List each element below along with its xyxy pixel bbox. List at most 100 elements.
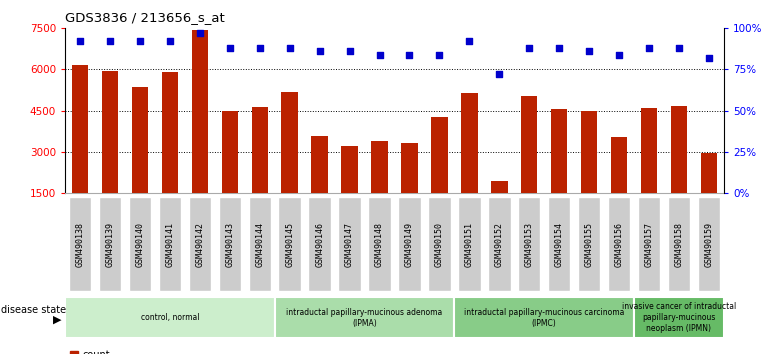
FancyBboxPatch shape [668, 197, 690, 291]
Bar [221, 111, 238, 193]
Bar [611, 137, 627, 193]
Bar [162, 72, 178, 193]
Text: control, normal: control, normal [141, 313, 199, 322]
Bar [72, 65, 88, 193]
FancyBboxPatch shape [398, 197, 421, 291]
Text: GSM490150: GSM490150 [435, 222, 444, 267]
Text: GSM490154: GSM490154 [555, 222, 564, 267]
Text: GSM490140: GSM490140 [136, 222, 145, 267]
Text: GSM490143: GSM490143 [225, 222, 234, 267]
Bar [251, 107, 268, 193]
Text: GSM490152: GSM490152 [495, 222, 504, 267]
Text: GSM490153: GSM490153 [525, 222, 534, 267]
Point [313, 48, 326, 54]
Point [134, 39, 146, 44]
Text: disease state: disease state [1, 304, 66, 315]
Text: invasive cancer of intraductal
papillary-mucinous
neoplasm (IPMN): invasive cancer of intraductal papillary… [622, 302, 736, 333]
Text: GDS3836 / 213656_s_at: GDS3836 / 213656_s_at [65, 11, 225, 24]
Point [104, 39, 116, 44]
Point [283, 45, 296, 51]
Point [343, 48, 355, 54]
FancyBboxPatch shape [309, 197, 331, 291]
Point [493, 72, 506, 77]
Bar [132, 87, 148, 193]
Text: GSM490158: GSM490158 [674, 222, 683, 267]
Text: GSM490157: GSM490157 [644, 222, 653, 267]
Bar [671, 106, 687, 193]
Bar [372, 141, 388, 193]
Text: GSM490156: GSM490156 [614, 222, 624, 267]
Point [74, 39, 87, 44]
Legend: count, percentile rank within the sample: count, percentile rank within the sample [70, 350, 247, 354]
Bar [431, 118, 447, 193]
Text: GSM490142: GSM490142 [195, 222, 205, 267]
FancyBboxPatch shape [218, 197, 241, 291]
Text: GSM490155: GSM490155 [584, 222, 594, 267]
Bar [521, 96, 538, 193]
Bar [641, 108, 657, 193]
FancyBboxPatch shape [428, 197, 450, 291]
Bar [401, 143, 417, 193]
Point [643, 45, 655, 51]
Text: GSM490138: GSM490138 [76, 222, 84, 267]
FancyBboxPatch shape [608, 197, 630, 291]
Bar [634, 297, 724, 338]
Text: GSM490147: GSM490147 [345, 222, 354, 267]
FancyBboxPatch shape [368, 197, 391, 291]
Point [523, 45, 535, 51]
FancyBboxPatch shape [159, 197, 181, 291]
Point [583, 48, 595, 54]
Point [673, 45, 685, 51]
Bar [701, 153, 717, 193]
Bar [312, 136, 328, 193]
FancyBboxPatch shape [578, 197, 601, 291]
FancyBboxPatch shape [248, 197, 271, 291]
Point [553, 45, 565, 51]
Point [194, 30, 206, 36]
FancyBboxPatch shape [129, 197, 151, 291]
Point [254, 45, 266, 51]
Point [702, 55, 715, 61]
FancyBboxPatch shape [458, 197, 480, 291]
Bar [65, 297, 275, 338]
FancyBboxPatch shape [188, 197, 211, 291]
Text: GSM490139: GSM490139 [106, 222, 115, 267]
Bar [461, 93, 477, 193]
Bar [491, 181, 508, 193]
Text: intraductal papillary-mucinous adenoma
(IPMA): intraductal papillary-mucinous adenoma (… [286, 308, 443, 328]
Bar [192, 30, 208, 193]
FancyBboxPatch shape [638, 197, 660, 291]
Point [404, 52, 416, 57]
Bar [281, 92, 298, 193]
Bar [454, 297, 634, 338]
Point [373, 52, 385, 57]
FancyBboxPatch shape [548, 197, 571, 291]
Bar [275, 297, 454, 338]
FancyBboxPatch shape [488, 197, 510, 291]
FancyBboxPatch shape [698, 197, 720, 291]
Bar [342, 146, 358, 193]
FancyBboxPatch shape [339, 197, 361, 291]
Text: GSM490145: GSM490145 [285, 222, 294, 267]
Bar [102, 71, 118, 193]
Bar [581, 111, 597, 193]
Text: GSM490144: GSM490144 [255, 222, 264, 267]
Point [463, 39, 476, 44]
FancyBboxPatch shape [518, 197, 541, 291]
Text: GSM490151: GSM490151 [465, 222, 474, 267]
Point [613, 52, 625, 57]
Point [164, 39, 176, 44]
Point [434, 52, 446, 57]
Text: GSM490148: GSM490148 [375, 222, 384, 267]
FancyBboxPatch shape [279, 197, 301, 291]
Text: GSM490149: GSM490149 [405, 222, 414, 267]
Text: ▶: ▶ [53, 315, 61, 325]
Text: GSM490146: GSM490146 [315, 222, 324, 267]
Text: intraductal papillary-mucinous carcinoma
(IPMC): intraductal papillary-mucinous carcinoma… [464, 308, 624, 328]
Bar [551, 109, 568, 193]
FancyBboxPatch shape [99, 197, 121, 291]
Point [224, 45, 236, 51]
FancyBboxPatch shape [69, 197, 91, 291]
Text: GSM490141: GSM490141 [165, 222, 175, 267]
Text: GSM490159: GSM490159 [705, 222, 713, 267]
